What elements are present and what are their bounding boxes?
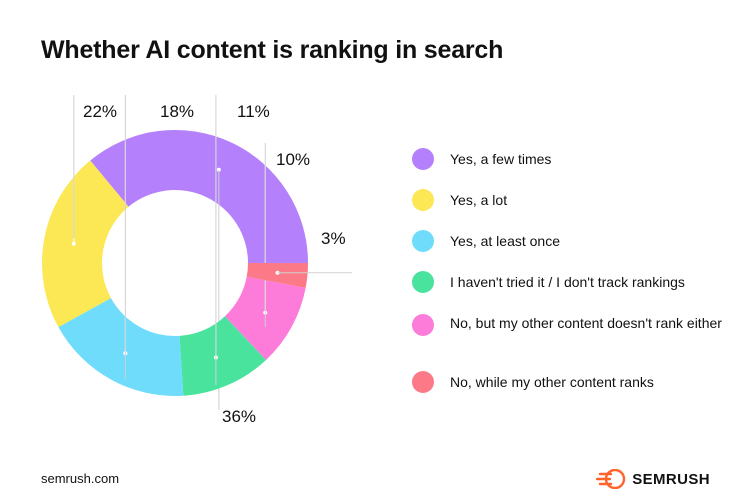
semrush-logo[interactable]: SEMRUSH [596,468,710,490]
legend-item-yes-few-times: Yes, a few times [412,145,732,185]
legend-swatch [412,271,434,293]
chart-title: Whether AI content is ranking in search [41,36,504,64]
legend-item-yes-a-lot: Yes, a lot [412,186,732,226]
legend-item-no-other-ranks: No, while my other content ranks [412,368,732,408]
slice-value-label: 36% [222,407,256,426]
legend-label: Yes, at least once [450,233,561,249]
legend-swatch [412,148,434,170]
donut-slice [42,160,129,328]
legend-swatch [412,314,434,336]
slice-value-label: 22% [83,102,117,121]
legend-swatch [412,371,434,393]
legend-label: Yes, a lot [450,192,508,208]
source-text[interactable]: semrush.com [41,471,120,486]
legend-swatch [412,189,434,211]
slice-value-label: 10% [276,150,310,169]
donut-slice [90,130,308,263]
semrush-flame-icon [596,469,626,489]
legend-label: Yes, a few times [450,151,552,167]
donut-slice [246,263,308,288]
legend-label: No, while my other content ranks [450,374,654,390]
donut-slice [58,298,184,396]
legend-label: I haven't tried it / I don't track ranki… [450,274,685,290]
slice-value-label: 11% [237,102,270,121]
brand-name: SEMRUSH [632,470,710,488]
slice-value-label: 18% [160,102,194,121]
legend-label: No, but my other content doesn't rank ei… [450,315,722,331]
donut-slice [179,316,267,396]
legend-swatch [412,230,434,252]
slice-value-label: 3% [321,229,346,248]
legend-item-yes-at-least-once: Yes, at least once [412,227,732,267]
legend-item-no-other-doesnt-rank: No, but my other content doesn't rank ei… [412,309,732,349]
legend-item-havent-tried: I haven't tried it / I don't track ranki… [412,268,732,308]
